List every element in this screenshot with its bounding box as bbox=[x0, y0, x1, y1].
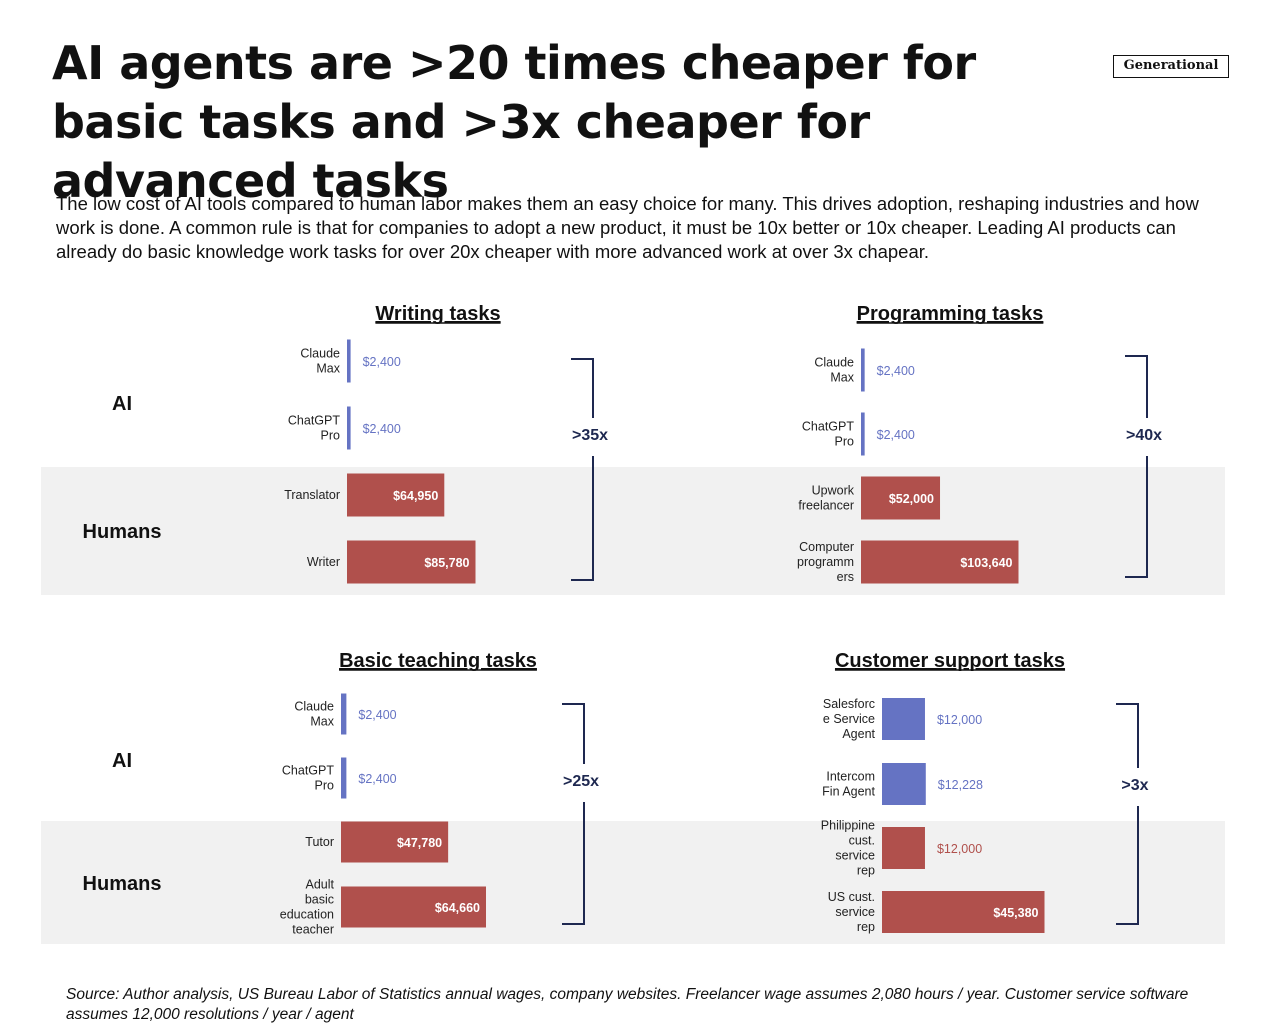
chart-3-category-label: Claude bbox=[294, 700, 334, 714]
chart-2-bracket-bottom bbox=[1125, 456, 1148, 578]
chart-2-bar-1 bbox=[861, 348, 865, 392]
chart-1-multiplier: >35x bbox=[572, 427, 608, 444]
chart-4-category-label: Salesforc bbox=[823, 697, 875, 711]
chart-2-category-label: programm bbox=[797, 555, 854, 569]
chart-4-category-label: US cust. bbox=[828, 890, 875, 904]
row-label-ai-bottom: AI bbox=[112, 750, 132, 772]
chart-1-category-label: Pro bbox=[321, 429, 341, 443]
chart-2-value-label: $2,400 bbox=[877, 428, 915, 442]
chart-2-category-label: ers bbox=[837, 570, 854, 584]
chart-3-category-label: ChatGPT bbox=[282, 764, 334, 778]
chart-2-value-label: $103,640 bbox=[960, 556, 1012, 570]
chart-4-value-label: $12,000 bbox=[937, 713, 982, 727]
chart-2-value-label: $52,000 bbox=[889, 492, 934, 506]
chart-1-category-label: Translator bbox=[284, 488, 340, 502]
chart-4-multiplier: >3x bbox=[1121, 777, 1148, 794]
chart-2-bar-2 bbox=[861, 412, 865, 456]
row-label-humans-top: Humans bbox=[83, 521, 162, 543]
chart-4-value-label: $12,000 bbox=[937, 842, 982, 856]
row-label-ai-top: AI bbox=[112, 393, 132, 415]
chart-4-category-label: cust. bbox=[849, 834, 875, 848]
generational-badge: Generational bbox=[1113, 55, 1229, 78]
chart-3-bracket-bottom bbox=[562, 802, 585, 925]
chart-1-value-label: $2,400 bbox=[363, 422, 401, 436]
chart-2-category-label: Pro bbox=[835, 435, 855, 449]
chart-2-category-label: ChatGPT bbox=[802, 420, 854, 434]
chart-3-category-label: education bbox=[280, 908, 334, 922]
chart-1-category-label: ChatGPT bbox=[288, 414, 340, 428]
chart-4-category-label: Fin Agent bbox=[822, 785, 875, 799]
chart-1-title: Writing tasks bbox=[375, 303, 500, 325]
chart-4-bar-4 bbox=[882, 891, 1045, 933]
chart-1-bar-1 bbox=[347, 339, 351, 383]
chart-1-category-label: Writer bbox=[307, 555, 340, 569]
chart-2-bar-3 bbox=[861, 476, 941, 520]
chart-3-bar-2 bbox=[341, 757, 347, 799]
chart-2-title: Programming tasks bbox=[857, 303, 1044, 325]
chart-3-category-label: basic bbox=[305, 893, 334, 907]
chart-3-value-label: $47,780 bbox=[397, 836, 442, 850]
chart-3-category-label: Tutor bbox=[305, 835, 334, 849]
chart-4-category-label: Intercom bbox=[826, 770, 875, 784]
chart-4-value-label: $45,380 bbox=[993, 906, 1038, 920]
chart-2-category-label: Upwork bbox=[812, 484, 855, 498]
source-note: Source: Author analysis, US Bureau Labor… bbox=[66, 986, 1189, 1023]
chart-2-category-label: Computer bbox=[799, 540, 854, 554]
chart-1-bar-4 bbox=[347, 540, 476, 584]
chart-1-bar-3 bbox=[347, 473, 445, 517]
chart-3-multiplier: >25x bbox=[563, 773, 599, 790]
chart-2-category-label: Max bbox=[830, 371, 854, 385]
subtitle: The low cost of AI tools compared to hum… bbox=[56, 193, 1199, 262]
chart-3-value-label: $2,400 bbox=[358, 772, 396, 786]
chart-1-bar-2 bbox=[347, 406, 351, 450]
chart-3-bar-3 bbox=[341, 821, 449, 863]
chart-4-value-label: $12,228 bbox=[938, 778, 983, 792]
humans-band-top bbox=[41, 467, 1225, 595]
chart-1-value-label: $64,950 bbox=[393, 489, 438, 503]
chart-4-category-label: rep bbox=[857, 864, 875, 878]
chart-4-category-label: rep bbox=[857, 920, 875, 934]
chart-4-title: Customer support tasks bbox=[835, 650, 1065, 672]
chart-2-category-label: Claude bbox=[814, 356, 854, 370]
chart-1-category-label: Max bbox=[316, 362, 340, 376]
chart-4-bracket-bottom bbox=[1116, 806, 1139, 925]
chart-4-bar-1 bbox=[882, 698, 925, 740]
chart-3-category-label: teacher bbox=[292, 923, 334, 937]
chart-4-bar-3 bbox=[882, 827, 925, 869]
chart-3-category-label: Adult bbox=[306, 878, 335, 892]
chart-1-bracket-bottom bbox=[571, 456, 594, 581]
chart-1-bracket-top bbox=[571, 358, 594, 418]
chart-3-bar-4 bbox=[341, 886, 486, 928]
chart-4-category-label: service bbox=[835, 905, 875, 919]
chart-2-bar-4 bbox=[861, 540, 1019, 584]
chart-3-category-label: Max bbox=[310, 715, 334, 729]
chart-4-category-label: Agent bbox=[842, 727, 875, 741]
chart-1-value-label: $2,400 bbox=[363, 355, 401, 369]
chart-2-category-label: freelancer bbox=[798, 499, 854, 513]
chart-3-title: Basic teaching tasks bbox=[339, 650, 537, 672]
chart-4-bar-2 bbox=[882, 763, 926, 805]
chart-1-category-label: Claude bbox=[300, 347, 340, 361]
chart-3-value-label: $2,400 bbox=[358, 708, 396, 722]
page-title: AI agents are >20 times cheaper for basi… bbox=[52, 36, 976, 208]
chart-4-category-label: service bbox=[835, 849, 875, 863]
row-label-humans-bottom: Humans bbox=[83, 873, 162, 895]
chart-3-value-label: $64,660 bbox=[435, 901, 480, 915]
chart-3-category-label: Pro bbox=[315, 779, 335, 793]
chart-3-bracket-top bbox=[562, 703, 585, 764]
chart-4-category-label: Philippine bbox=[821, 819, 875, 833]
chart-4-category-label: e Service bbox=[823, 712, 875, 726]
chart-2-bracket-top bbox=[1125, 355, 1148, 418]
chart-3-bar-1 bbox=[341, 693, 347, 735]
chart-2-multiplier: >40x bbox=[1126, 427, 1162, 444]
chart-4-bracket-top bbox=[1116, 703, 1139, 768]
chart-2-value-label: $2,400 bbox=[877, 364, 915, 378]
chart-1-value-label: $85,780 bbox=[424, 556, 469, 570]
